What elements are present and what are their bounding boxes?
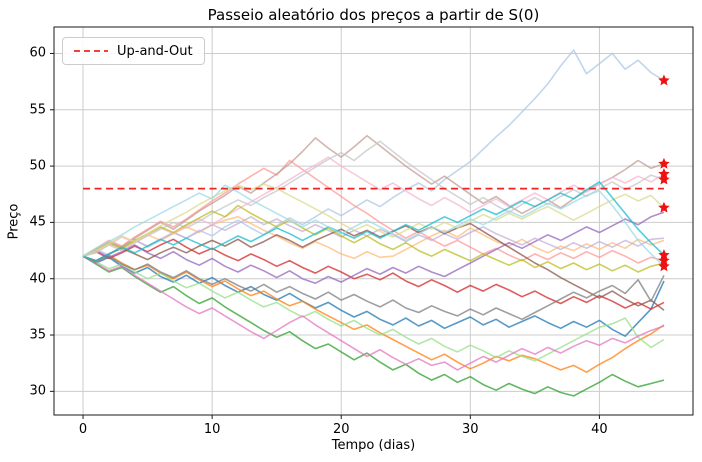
knockout-star-marker [658,201,670,213]
price-path-path-19 [82,181,665,262]
knockout-star-marker [658,157,670,169]
x-tick-label: 30 [462,422,479,437]
legend-label: Up-and-Out [117,43,193,59]
knockout-star-marker [658,249,670,260]
price-path-path-06 [82,255,665,362]
price-path-path-13 [82,255,665,371]
price-path-path-03 [82,254,665,374]
price-path-path-10 [82,216,665,257]
price-path-path-11 [82,222,665,311]
y-tick-label: 40 [29,271,46,287]
y-axis-label: Preço [6,203,22,240]
price-path-path-09 [82,211,665,285]
price-path-path-07 [82,238,665,310]
price-path-path-18 [82,183,665,257]
knockout-star-marker [658,74,670,86]
price-path-path-05 [82,255,665,397]
x-tick-label: 40 [591,422,608,437]
price-path-path-16 [82,140,665,257]
y-tick-label: 55 [29,102,46,118]
knockout-star-marker [658,260,670,272]
y-tick-label: 35 [29,327,46,343]
y-tick-label: 30 [29,383,46,399]
y-tick-label: 60 [29,45,46,61]
x-tick-label: 20 [332,422,350,437]
price-path-path-01 [82,255,665,338]
chart-title: Passeio aleatório dos preços a partir de… [207,6,540,24]
x-tick-label: 0 [78,422,88,437]
x-tick-label: 10 [203,422,221,437]
x-axis-label: Tempo (dias) [331,438,416,453]
dashed-line-icon [74,50,108,52]
price-path-path-08 [82,159,665,264]
knockout-star-marker [658,173,670,185]
price-path-path-15 [82,255,665,321]
knockout-star-marker [658,167,670,179]
price-path-path-20 [82,184,665,267]
y-tick-label: 45 [29,214,46,230]
price-path-path-17 [82,204,665,273]
y-tick-label: 50 [29,158,46,174]
legend-box: Up-and-Out [62,37,205,65]
axes-frame [53,26,694,416]
knockout-star-marker [658,254,670,266]
